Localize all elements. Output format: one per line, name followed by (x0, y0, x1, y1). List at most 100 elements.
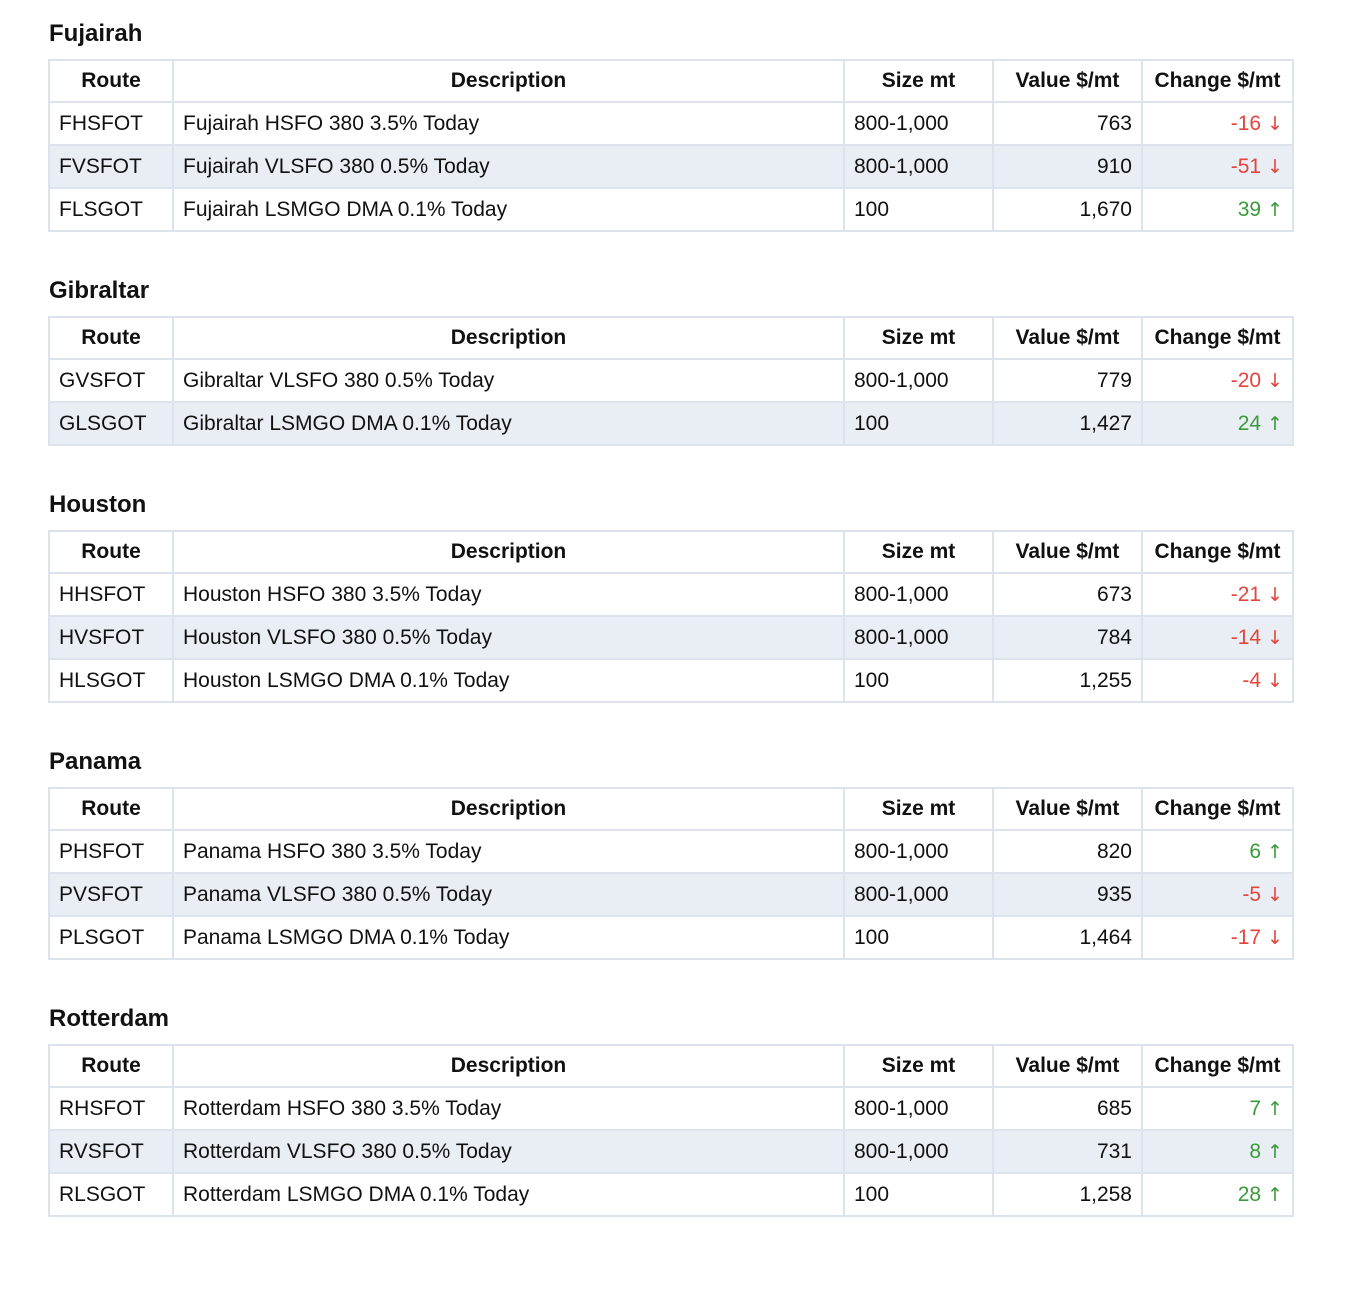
description-cell: Fujairah VLSFO 380 0.5% Today (172, 144, 845, 189)
description-cell: Houston HSFO 380 3.5% Today (172, 572, 845, 617)
column-header-description[interactable]: Description (172, 59, 845, 103)
column-header-size[interactable]: Size mt (843, 1044, 994, 1088)
column-header-route[interactable]: Route (48, 1044, 174, 1088)
size-cell: 100 (843, 658, 994, 703)
column-header-change[interactable]: Change $/mt (1141, 59, 1294, 103)
size-cell: 100 (843, 1172, 994, 1217)
column-header-value[interactable]: Value $/mt (992, 316, 1143, 360)
table-row[interactable]: HHSFOT Houston HSFO 380 3.5% Today 800-1… (48, 572, 1294, 617)
change-value: -14 (1230, 625, 1262, 649)
value-cell: 910 (992, 144, 1143, 189)
change-cell: 6 ↑ (1141, 829, 1294, 874)
size-cell: 100 (843, 915, 994, 960)
value-cell: 1,670 (992, 187, 1143, 232)
change-value: -17 (1230, 925, 1262, 949)
route-cell: FVSFOT (48, 144, 174, 189)
arrow-down-icon: ↓ (1267, 926, 1283, 949)
column-header-size[interactable]: Size mt (843, 787, 994, 831)
size-cell: 800-1,000 (843, 1086, 994, 1131)
description-cell: Houston LSMGO DMA 0.1% Today (172, 658, 845, 703)
description-cell: Rotterdam HSFO 380 3.5% Today (172, 1086, 845, 1131)
table-row[interactable]: GVSFOT Gibraltar VLSFO 380 0.5% Today 80… (48, 358, 1294, 403)
table-row[interactable]: HLSGOT Houston LSMGO DMA 0.1% Today 100 … (48, 658, 1294, 703)
column-header-value[interactable]: Value $/mt (992, 530, 1143, 574)
change-value: -4 (1242, 668, 1262, 692)
column-header-value[interactable]: Value $/mt (992, 787, 1143, 831)
route-cell: FLSGOT (48, 187, 174, 232)
column-header-size[interactable]: Size mt (843, 59, 994, 103)
column-header-route[interactable]: Route (48, 59, 174, 103)
route-cell: PVSFOT (48, 872, 174, 917)
size-cell: 800-1,000 (843, 144, 994, 189)
route-cell: HHSFOT (48, 572, 174, 617)
change-value: 7 (1249, 1096, 1262, 1120)
table-row[interactable]: RVSFOT Rotterdam VLSFO 380 0.5% Today 80… (48, 1129, 1294, 1174)
change-value: -20 (1230, 368, 1262, 392)
table-row[interactable]: FHSFOT Fujairah HSFO 380 3.5% Today 800-… (48, 101, 1294, 146)
column-header-value[interactable]: Value $/mt (992, 1044, 1143, 1088)
route-cell: RVSFOT (48, 1129, 174, 1174)
change-cell: -17 ↓ (1141, 915, 1294, 960)
section-title: Houston (49, 491, 147, 518)
arrow-down-icon: ↓ (1267, 883, 1283, 906)
table-header-row: Route Description Size mt Value $/mt Cha… (48, 316, 1294, 360)
size-cell: 100 (843, 401, 994, 446)
description-cell: Fujairah LSMGO DMA 0.1% Today (172, 187, 845, 232)
value-cell: 779 (992, 358, 1143, 403)
table-row[interactable]: FVSFOT Fujairah VLSFO 380 0.5% Today 800… (48, 144, 1294, 189)
value-cell: 731 (992, 1129, 1143, 1174)
size-cell: 800-1,000 (843, 872, 994, 917)
column-header-description[interactable]: Description (172, 530, 845, 574)
description-cell: Rotterdam LSMGO DMA 0.1% Today (172, 1172, 845, 1217)
column-header-route[interactable]: Route (48, 530, 174, 574)
change-value: 28 (1237, 1182, 1262, 1206)
route-cell: GLSGOT (48, 401, 174, 446)
column-header-description[interactable]: Description (172, 787, 845, 831)
column-header-size[interactable]: Size mt (843, 316, 994, 360)
table-header-row: Route Description Size mt Value $/mt Cha… (48, 530, 1294, 574)
change-cell: -51 ↓ (1141, 144, 1294, 189)
price-table: Route Description Size mt Value $/mt Cha… (48, 59, 1294, 232)
arrow-down-icon: ↓ (1267, 369, 1283, 392)
column-header-route[interactable]: Route (48, 316, 174, 360)
column-header-change[interactable]: Change $/mt (1141, 530, 1294, 574)
table-header-row: Route Description Size mt Value $/mt Cha… (48, 787, 1294, 831)
value-cell: 1,427 (992, 401, 1143, 446)
description-cell: Panama VLSFO 380 0.5% Today (172, 872, 845, 917)
description-cell: Panama LSMGO DMA 0.1% Today (172, 915, 845, 960)
route-cell: PHSFOT (48, 829, 174, 874)
section-panama: Panama Route Description Size mt Value $… (48, 742, 1348, 960)
route-cell: FHSFOT (48, 101, 174, 146)
table-row[interactable]: PHSFOT Panama HSFO 380 3.5% Today 800-1,… (48, 829, 1294, 874)
table-row[interactable]: PLSGOT Panama LSMGO DMA 0.1% Today 100 1… (48, 915, 1294, 960)
table-row[interactable]: RHSFOT Rotterdam HSFO 380 3.5% Today 800… (48, 1086, 1294, 1131)
column-header-change[interactable]: Change $/mt (1141, 316, 1294, 360)
description-cell: Rotterdam VLSFO 380 0.5% Today (172, 1129, 845, 1174)
value-cell: 685 (992, 1086, 1143, 1131)
size-cell: 100 (843, 187, 994, 232)
change-value: 39 (1237, 197, 1262, 221)
table-row[interactable]: GLSGOT Gibraltar LSMGO DMA 0.1% Today 10… (48, 401, 1294, 446)
column-header-size[interactable]: Size mt (843, 530, 994, 574)
table-row[interactable]: RLSGOT Rotterdam LSMGO DMA 0.1% Today 10… (48, 1172, 1294, 1217)
arrow-up-icon: ↑ (1267, 1097, 1283, 1120)
table-header-row: Route Description Size mt Value $/mt Cha… (48, 1044, 1294, 1088)
column-header-change[interactable]: Change $/mt (1141, 1044, 1294, 1088)
size-cell: 800-1,000 (843, 1129, 994, 1174)
table-row[interactable]: HVSFOT Houston VLSFO 380 0.5% Today 800-… (48, 615, 1294, 660)
change-cell: -16 ↓ (1141, 101, 1294, 146)
section-title: Panama (49, 748, 142, 775)
change-cell: -21 ↓ (1141, 572, 1294, 617)
price-table: Route Description Size mt Value $/mt Cha… (48, 787, 1294, 960)
change-cell: -20 ↓ (1141, 358, 1294, 403)
column-header-description[interactable]: Description (172, 1044, 845, 1088)
column-header-value[interactable]: Value $/mt (992, 59, 1143, 103)
column-header-change[interactable]: Change $/mt (1141, 787, 1294, 831)
table-row[interactable]: PVSFOT Panama VLSFO 380 0.5% Today 800-1… (48, 872, 1294, 917)
column-header-route[interactable]: Route (48, 787, 174, 831)
section-title: Rotterdam (49, 1005, 170, 1032)
table-row[interactable]: FLSGOT Fujairah LSMGO DMA 0.1% Today 100… (48, 187, 1294, 232)
change-cell: 28 ↑ (1141, 1172, 1294, 1217)
column-header-description[interactable]: Description (172, 316, 845, 360)
change-cell: 24 ↑ (1141, 401, 1294, 446)
